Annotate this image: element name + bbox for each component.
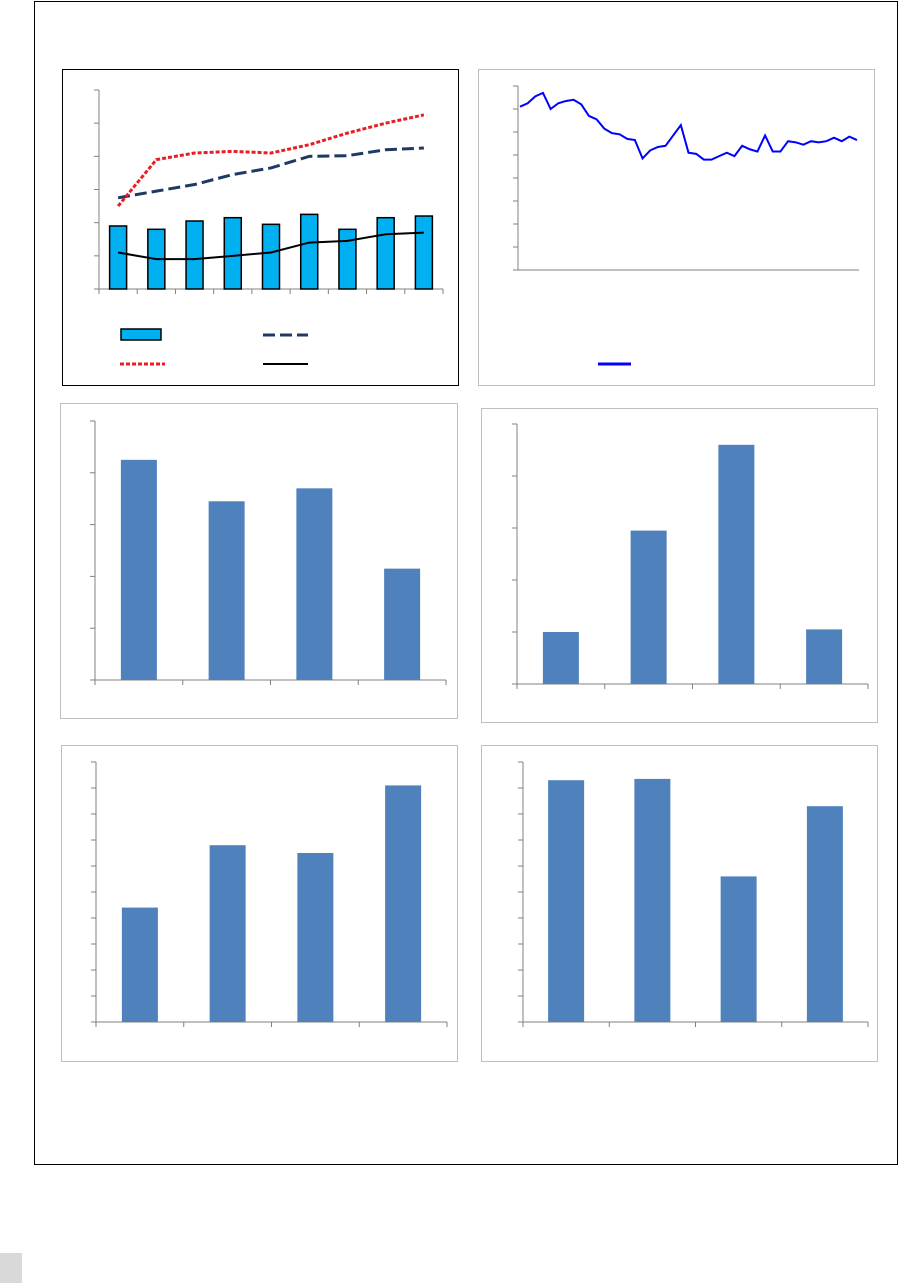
combo-chart bbox=[94, 89, 444, 366]
bar-chart-a-panel bbox=[60, 403, 458, 719]
combo-series-line-solid bbox=[117, 231, 424, 261]
bars-d-bar bbox=[548, 780, 585, 1022]
bars-a-bar bbox=[120, 459, 157, 680]
bar-chart-d-panel bbox=[481, 745, 878, 1062]
bars-c-bar bbox=[385, 785, 422, 1022]
bar-chart-b bbox=[512, 423, 869, 689]
bars-a-bar bbox=[208, 501, 245, 680]
bars-d-bar bbox=[806, 806, 843, 1022]
bar-chart-a bbox=[90, 420, 447, 685]
bar-chart-d bbox=[518, 761, 869, 1027]
page-corner-tab bbox=[0, 1253, 22, 1283]
combo-bar bbox=[299, 213, 319, 290]
timeseries-line-chart bbox=[513, 85, 859, 366]
combo-bar bbox=[261, 223, 281, 290]
bars-d-bar bbox=[634, 778, 671, 1022]
bars-c-bar bbox=[209, 845, 246, 1022]
combo-series-line-dotted bbox=[116, 113, 425, 208]
combo-bar bbox=[338, 228, 357, 290]
timeseries-line bbox=[519, 91, 858, 161]
bars-b-bar bbox=[806, 629, 843, 684]
bars-c-bar bbox=[121, 907, 158, 1022]
combo-bar bbox=[185, 220, 204, 290]
bar-chart-c-panel bbox=[61, 745, 458, 1062]
combo-series-line-dashed bbox=[117, 146, 424, 200]
combo-legend-bar-swatch bbox=[120, 328, 162, 341]
bar-chart-c bbox=[91, 761, 448, 1027]
combo-bar bbox=[108, 225, 128, 290]
combo-bar bbox=[414, 215, 434, 290]
bars-c-bar bbox=[297, 853, 334, 1022]
page-frame bbox=[34, 1, 898, 1165]
bar-chart-b-panel bbox=[481, 408, 878, 723]
bars-a-bar bbox=[296, 488, 333, 680]
bars-d-bar bbox=[720, 876, 757, 1022]
combo-bar bbox=[376, 216, 395, 290]
bars-b-bar bbox=[542, 632, 579, 684]
bars-a-bar bbox=[384, 568, 421, 680]
bars-b-bar bbox=[630, 530, 667, 684]
bars-b-bar bbox=[718, 444, 755, 684]
line-chart-panel bbox=[478, 69, 875, 386]
combo-bar bbox=[223, 216, 243, 290]
combo-chart-panel bbox=[62, 69, 459, 386]
